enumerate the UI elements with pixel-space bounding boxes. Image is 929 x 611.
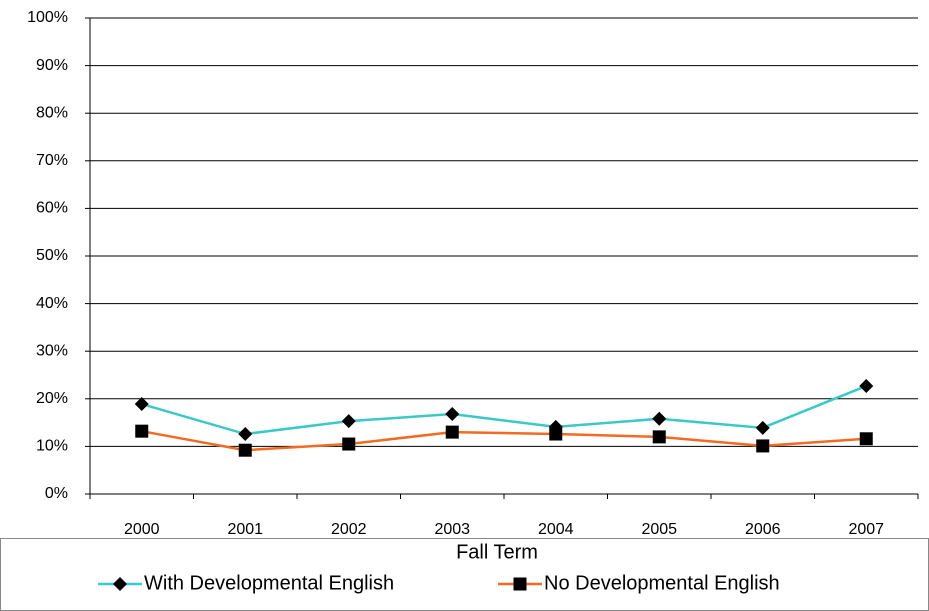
y-tick-label: 70% (36, 152, 68, 169)
y-tick-label: 10% (36, 438, 68, 455)
y-tick-label: 0% (45, 485, 68, 502)
data-point (342, 437, 356, 451)
data-point (134, 397, 149, 412)
legend-box (0, 538, 929, 611)
data-point (652, 411, 667, 426)
data-point (756, 439, 770, 453)
y-tick-label: 100% (27, 9, 68, 26)
x-tick-label: 2006 (745, 521, 781, 538)
legend-label: No Developmental English (544, 572, 780, 594)
legend-marker (113, 577, 127, 591)
x-tick-label: 2005 (641, 521, 677, 538)
x-tick-label: 2001 (227, 521, 263, 538)
x-tick-label: 2000 (124, 521, 160, 538)
y-tick-label: 40% (36, 295, 68, 312)
data-point (445, 425, 459, 439)
data-point (755, 420, 770, 435)
x-axis-label: Fall Term (456, 541, 538, 563)
data-point (238, 443, 252, 457)
data-point (652, 430, 666, 444)
y-tick-label: 50% (36, 247, 68, 264)
y-tick-label: 80% (36, 104, 68, 121)
legend-label: With Developmental English (144, 572, 394, 594)
data-point (238, 427, 253, 442)
data-point (859, 432, 873, 446)
y-tick-label: 90% (36, 57, 68, 74)
x-tick-label: 2002 (331, 521, 367, 538)
data-point (341, 414, 356, 429)
x-tick-label: 2003 (434, 521, 470, 538)
series-line (141, 384, 867, 436)
y-tick-label: 60% (36, 200, 68, 217)
data-point (549, 427, 563, 441)
data-point (135, 424, 149, 438)
y-tick-label: 20% (36, 390, 68, 407)
x-tick-label: 2004 (538, 521, 574, 538)
data-point (445, 407, 460, 422)
legend-marker (513, 577, 527, 591)
x-tick-label: 2007 (848, 521, 884, 538)
y-tick-label: 30% (36, 342, 68, 359)
data-point (859, 378, 874, 393)
series-line (141, 429, 867, 452)
